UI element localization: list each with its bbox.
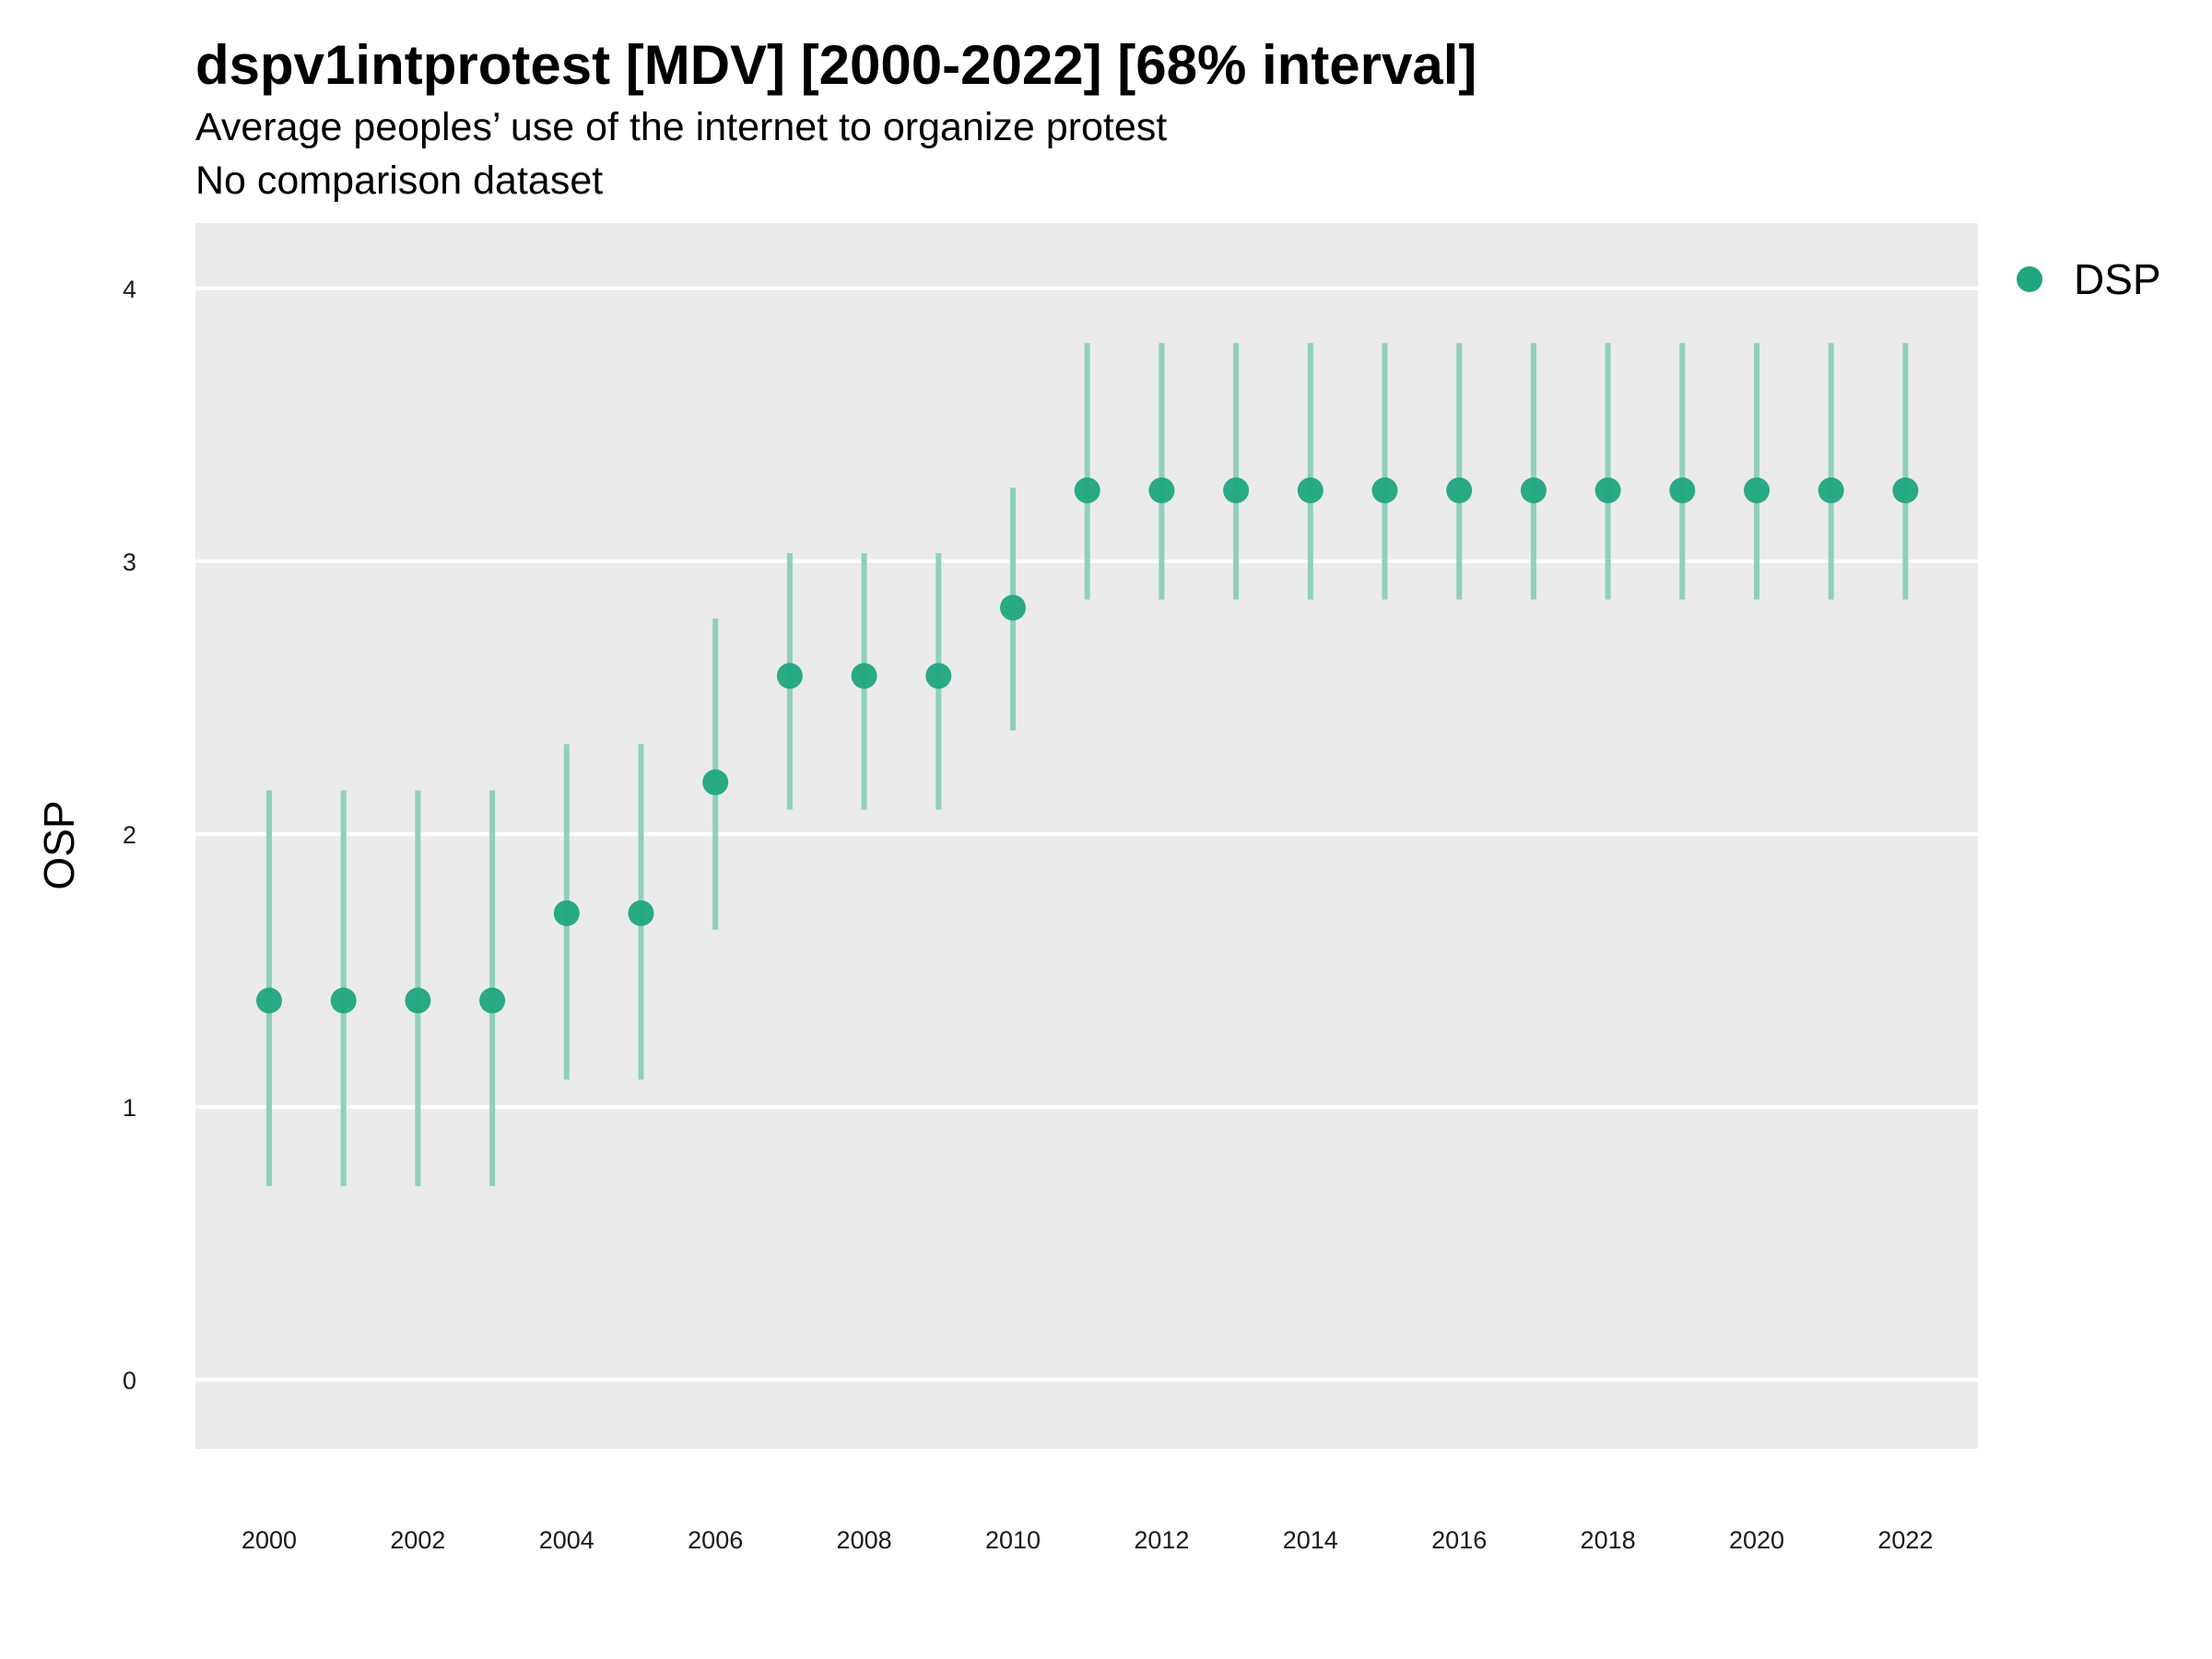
data-point xyxy=(628,900,654,926)
data-point xyxy=(1148,477,1175,504)
data-point xyxy=(1074,477,1100,504)
x-tick-label: 2016 xyxy=(1431,1526,1487,1554)
y-tick-label: 3 xyxy=(123,548,136,576)
data-point xyxy=(405,987,431,1014)
legend-key xyxy=(2017,266,2042,292)
x-tick-label: 2006 xyxy=(688,1526,743,1554)
data-point xyxy=(1744,477,1770,504)
y-tick-label: 4 xyxy=(123,276,136,303)
data-point xyxy=(1297,477,1324,504)
chart-title: dspv1intprotest [MDV] [2000-2022] [68% i… xyxy=(195,34,1477,96)
data-point xyxy=(1371,477,1398,504)
data-point xyxy=(851,663,877,689)
data-point xyxy=(1669,477,1696,504)
data-point xyxy=(1594,477,1621,504)
x-tick-label: 2002 xyxy=(390,1526,445,1554)
data-points xyxy=(256,477,1919,1014)
x-tick-label: 2010 xyxy=(985,1526,1041,1554)
data-point xyxy=(1818,477,1844,504)
data-point xyxy=(1223,477,1250,504)
data-point xyxy=(702,769,729,795)
y-tick-label: 2 xyxy=(123,821,136,849)
data-point xyxy=(925,663,952,689)
data-point xyxy=(330,987,357,1014)
chart-note: No comparison dataset xyxy=(195,159,604,203)
x-tick-label: 2022 xyxy=(1877,1526,1933,1554)
y-tick-label: 1 xyxy=(123,1094,136,1122)
y-tick-label: 0 xyxy=(123,1367,136,1394)
x-tick-label: 2018 xyxy=(1581,1526,1636,1554)
x-tick-label: 2012 xyxy=(1134,1526,1189,1554)
data-point xyxy=(479,987,506,1014)
data-point xyxy=(256,987,282,1014)
x-tick-label: 2000 xyxy=(241,1526,297,1554)
y-axis-title: OSP xyxy=(35,800,83,889)
data-point xyxy=(1892,477,1919,504)
legend: DSP xyxy=(2017,255,2161,303)
data-point xyxy=(1446,477,1473,504)
chart-subtitle: Average peoples’ use of the internet to … xyxy=(195,105,1168,149)
x-tick-label: 2004 xyxy=(539,1526,594,1554)
data-point xyxy=(1000,594,1026,621)
legend-label: DSP xyxy=(2074,255,2161,303)
data-point xyxy=(1520,477,1547,504)
data-point xyxy=(776,663,803,689)
x-axis-ticks: 2000 2002 2004 2006 2008 2010 2012 2014 2016 2018… xyxy=(241,1526,1933,1554)
x-tick-label: 2014 xyxy=(1283,1526,1338,1554)
data-point xyxy=(553,900,580,926)
x-tick-label: 2008 xyxy=(837,1526,892,1554)
x-tick-label: 2020 xyxy=(1729,1526,1784,1554)
y-axis-ticks: 0 1 2 3 4 xyxy=(123,276,136,1394)
